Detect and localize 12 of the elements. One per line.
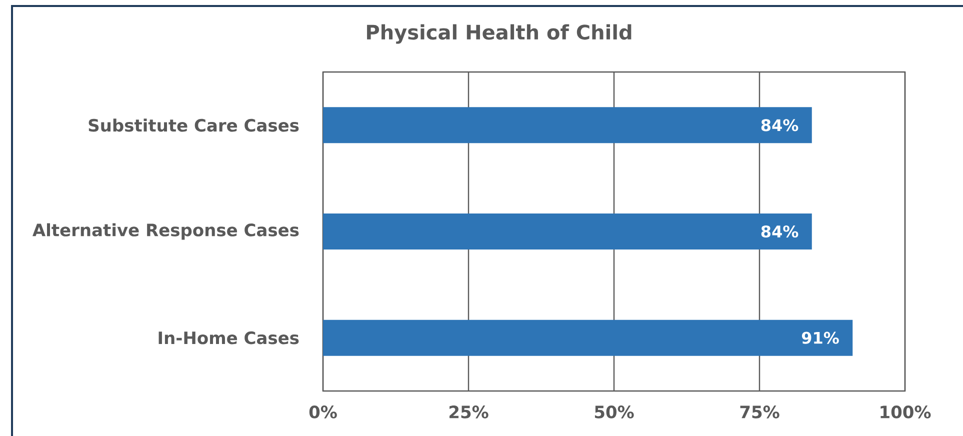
data-label: 91%	[802, 332, 839, 344]
x-tick-label: 100%	[880, 406, 931, 418]
x-tick-label: 75%	[740, 406, 780, 418]
y-tick-label: Substitute Care Cases	[88, 118, 299, 132]
x-tick-label: 0%	[309, 406, 337, 418]
data-label: 84%	[761, 225, 798, 238]
y-tick-label: In-Home Cases	[158, 331, 299, 344]
x-tick-label: 50%	[594, 406, 634, 418]
chart-title: Physical Health of Child	[367, 24, 632, 44]
y-tick-label: Alternative Response Cases	[32, 223, 299, 240]
x-tick-label: 25%	[450, 406, 488, 418]
data-label: 84%	[761, 119, 798, 132]
